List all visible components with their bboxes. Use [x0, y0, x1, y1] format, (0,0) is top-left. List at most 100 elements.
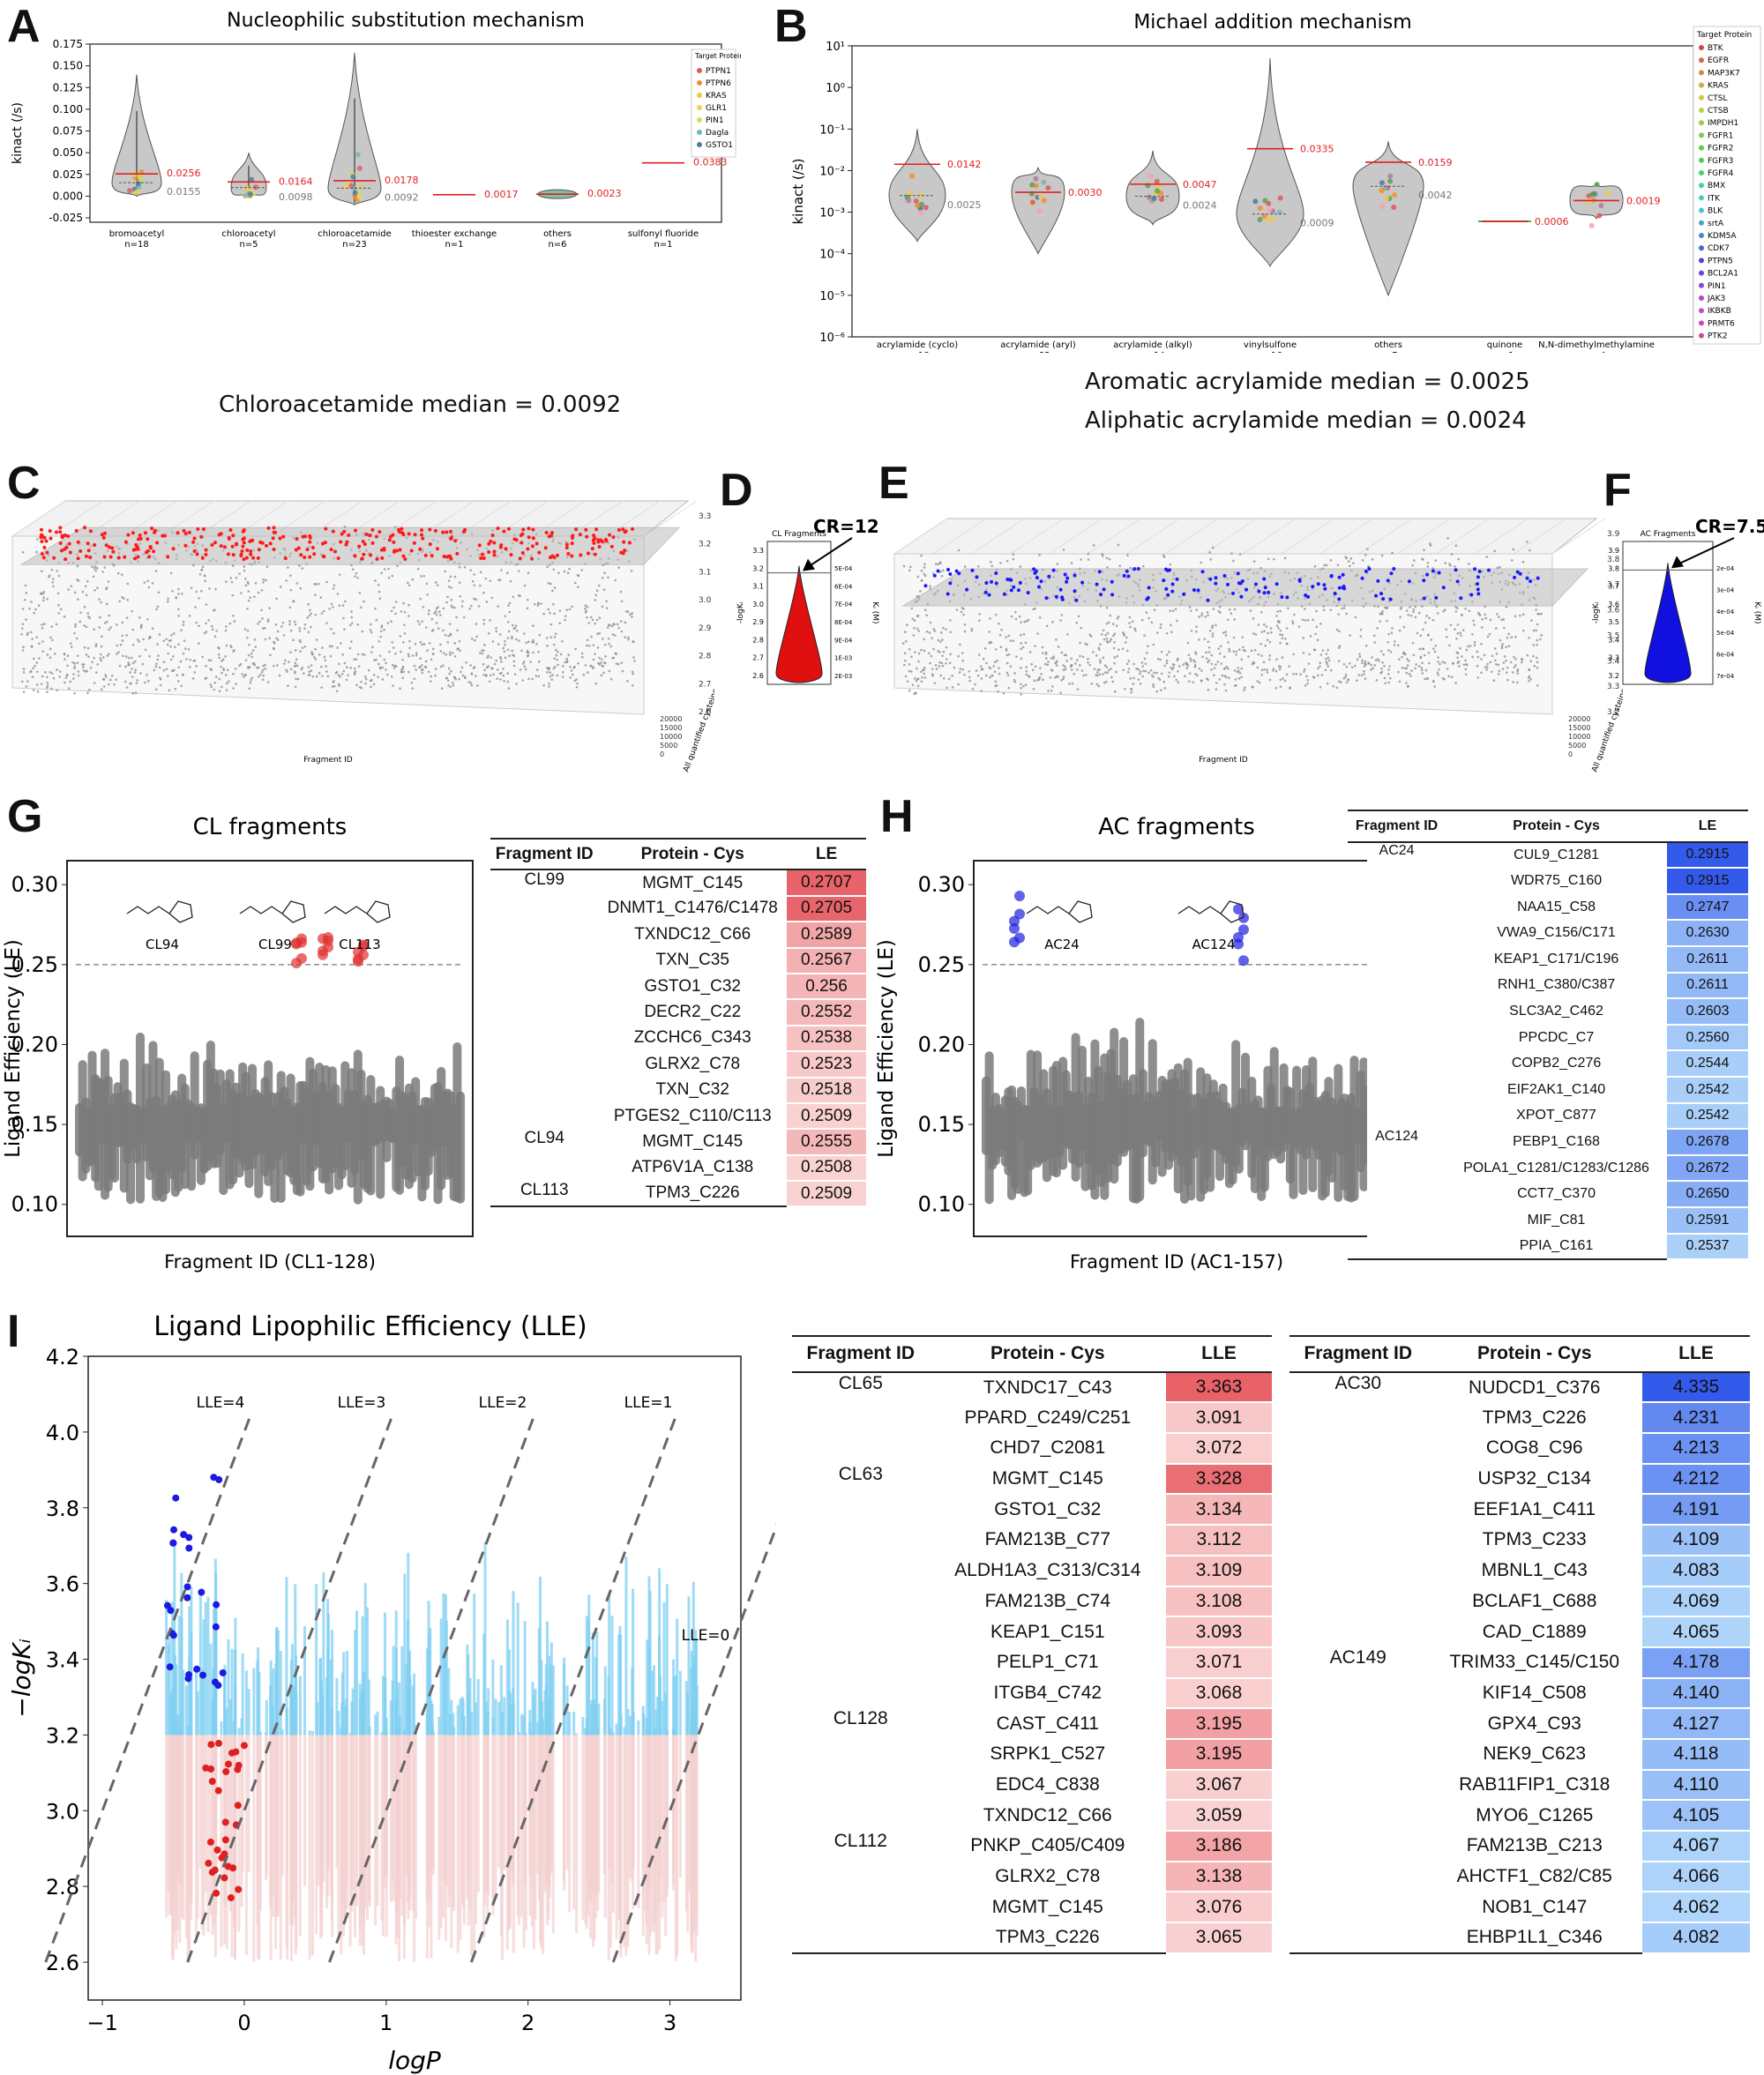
data-point: [1100, 633, 1103, 636]
legend-entry: BLK: [1708, 207, 1723, 216]
data-point: [1338, 630, 1341, 633]
data-point: [1284, 638, 1287, 640]
data-point: [963, 565, 967, 568]
data-point: [1430, 638, 1433, 641]
low-column: [607, 1735, 610, 1961]
legend-marker: [1699, 132, 1704, 138]
z-tick-label: 3.5: [1607, 631, 1619, 640]
data-point: [1344, 675, 1347, 678]
data-point: [1170, 666, 1172, 669]
y-tick-label: 3.4: [46, 1648, 79, 1673]
data-point: [1492, 679, 1496, 682]
data-point: [198, 642, 200, 646]
data-point: [345, 666, 348, 669]
data-point: [284, 659, 287, 662]
data-point: [1379, 613, 1382, 616]
data-point: [1105, 680, 1108, 683]
hit-point: [358, 940, 369, 952]
data-point: [1407, 613, 1410, 616]
hit-point: [578, 533, 582, 537]
grid-line: [932, 518, 987, 555]
data-point: [521, 679, 525, 682]
high-column: [437, 1716, 441, 1735]
data-point: [411, 578, 415, 581]
hit-point: [249, 549, 253, 554]
z-tick-label: 3.2: [699, 541, 711, 549]
high-column: [363, 1583, 367, 1735]
hit-point: [152, 549, 156, 554]
data-point: [372, 674, 376, 676]
protein-cys-cell: MGMT_C145: [642, 873, 744, 892]
violin-body: [1644, 563, 1692, 683]
data-point: [1588, 222, 1595, 228]
data-point: [250, 652, 253, 655]
data-point: [1341, 607, 1343, 610]
data-point: [473, 573, 475, 576]
data-point: [151, 582, 154, 585]
data-point: [1159, 626, 1162, 630]
low-column: [186, 1735, 190, 1962]
data-point: [1012, 639, 1015, 642]
data-point: [1207, 659, 1211, 662]
data-point: [1354, 664, 1357, 668]
top-lle-point: [215, 1475, 223, 1483]
z-tick-label: 3.6: [1607, 607, 1620, 616]
value-cell: 3.072: [1166, 1433, 1272, 1465]
hit-point: [608, 533, 612, 537]
data-point: [1304, 684, 1307, 687]
data-point: [1364, 553, 1367, 556]
data-point: [49, 647, 52, 651]
data-point: [228, 622, 232, 625]
data-point: [488, 680, 491, 683]
legend-entry: CTSB: [1708, 107, 1729, 116]
hit-point: [400, 526, 404, 531]
data-point: [131, 609, 134, 613]
y-tick-label: 3.2: [46, 1723, 79, 1748]
high-column: [195, 1668, 198, 1735]
hit-point: [58, 526, 63, 530]
data-point: [1417, 611, 1421, 615]
top-lle-point: [213, 1846, 221, 1854]
data-point: [620, 630, 624, 633]
mean-label: 0.0164: [279, 175, 313, 187]
data-point: [151, 627, 154, 630]
data-point: [1177, 681, 1180, 684]
data-point: [525, 641, 528, 645]
data-point: [355, 658, 358, 661]
low-column: [258, 1735, 262, 1911]
data-point: [959, 643, 961, 646]
high-column: [609, 1728, 612, 1735]
data-point: [989, 617, 991, 620]
data-point: [1405, 609, 1409, 612]
data-point: [431, 628, 435, 631]
hit-point: [66, 534, 71, 538]
hit-point: [447, 554, 452, 558]
data-point: [422, 643, 426, 646]
hit-point: [492, 541, 497, 545]
chart-title: AC Fragments: [1641, 530, 1696, 539]
data-point: [1215, 688, 1218, 690]
low-column: [279, 1735, 282, 1960]
data-point: [1090, 683, 1094, 685]
data-point: [471, 638, 474, 640]
protein-cys-cell: DNMT1_C1476/C1478: [607, 899, 778, 918]
data-point: [1387, 173, 1394, 179]
data-point: [1241, 636, 1244, 638]
data-point: [627, 636, 630, 639]
data-point: [325, 670, 328, 673]
hit-point: [88, 556, 93, 560]
data-point: [1530, 619, 1533, 622]
data-point: [1025, 673, 1028, 676]
data-point: [961, 668, 965, 671]
lle-line-label: LLE=2: [479, 1394, 527, 1412]
data-point: [162, 639, 166, 643]
high-column: [177, 1616, 181, 1735]
data-point: [296, 677, 300, 681]
data-point: [1244, 649, 1247, 653]
table-row: KEAP1_C151 3.093: [792, 1616, 1272, 1648]
data-point: [36, 690, 40, 693]
data-point: [176, 680, 180, 683]
data-point: [1005, 636, 1007, 638]
data-point: [413, 677, 416, 681]
protein-cys-cell: ALDH1A3_C313/C314: [954, 1560, 1141, 1581]
